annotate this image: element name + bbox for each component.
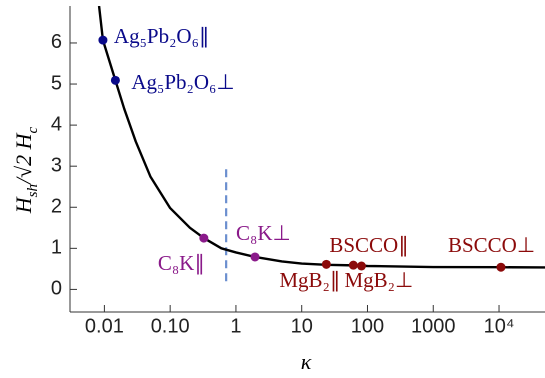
x-tick-label: 1 (230, 315, 241, 337)
x-tick-label: 1000 (411, 315, 456, 337)
point-label: C₈K∥ (158, 251, 205, 275)
data-point (321, 259, 331, 269)
y-axis-label: Hsh/√2 Hc (11, 126, 41, 214)
y-tick-label: 0 (51, 278, 62, 300)
point-label: Ag₅Pb₂O₆∥ (114, 24, 209, 48)
x-tick-label: 0.10 (151, 315, 190, 337)
y-axis-label-part: c (25, 126, 41, 133)
data-point (348, 260, 358, 270)
data-point (98, 35, 108, 45)
y-axis-label-part: H (11, 132, 36, 150)
point-label: Ag₅Pb₂O₆⊥ (131, 70, 234, 94)
y-axis-label-part: H (11, 196, 36, 214)
point-label: MgB₂⊥ (344, 268, 413, 292)
y-tick-label: 1 (51, 237, 62, 259)
y-axis-label-part: /√2 (11, 149, 36, 186)
data-point (496, 262, 506, 272)
point-label: BSCCO⊥ (448, 233, 535, 257)
y-tick-label: 3 (51, 154, 62, 176)
data-point (199, 233, 209, 243)
x-axis-label: κ (301, 349, 312, 374)
x-tick-label: 100 (351, 315, 384, 337)
x-tick-label: 10⁴ (484, 315, 515, 337)
point-label: BSCCO∥ (329, 233, 408, 257)
y-tick-label: 5 (51, 72, 62, 94)
y-axis-label-part: sh (25, 184, 41, 197)
data-point (250, 252, 260, 262)
data-point (110, 75, 120, 85)
y-tick-label: 6 (51, 31, 62, 53)
data-point (356, 261, 366, 271)
point-label: MgB₂∥ (279, 268, 340, 292)
x-tick-label: 0.01 (85, 315, 124, 337)
x-tick-label: 10 (291, 315, 313, 337)
point-label: C₈K⊥ (236, 221, 291, 245)
y-tick-label: 4 (51, 113, 62, 135)
y-tick-label: 2 (51, 196, 62, 218)
